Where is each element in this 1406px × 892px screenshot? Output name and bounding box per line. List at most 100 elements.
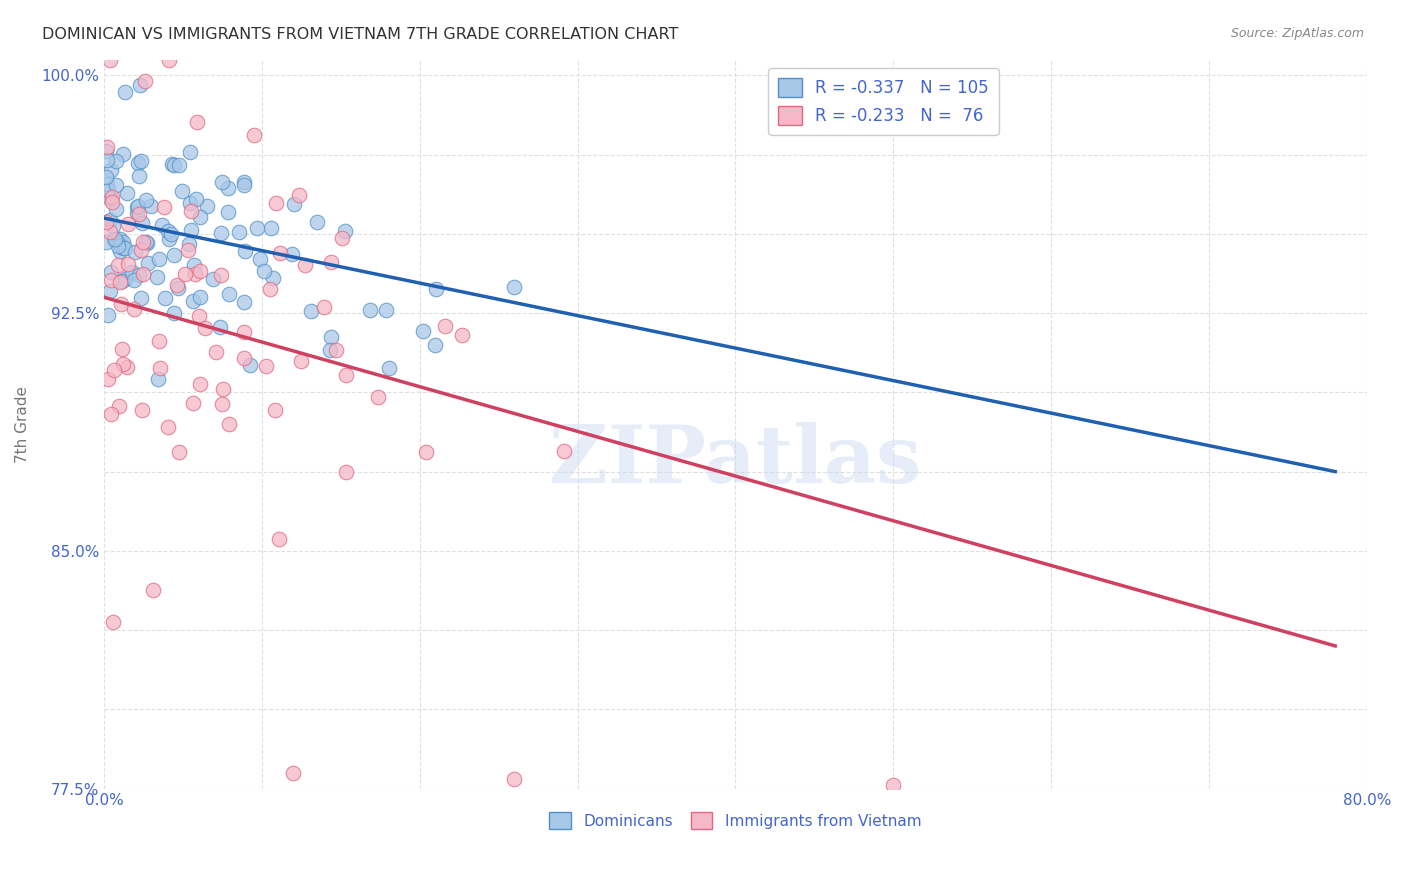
Point: [176, 244, 198, 258]
Point: [186, 115, 208, 129]
Point: [269, 245, 291, 260]
Point: [157, 53, 180, 67]
Point: [121, 265, 143, 279]
Point: [882, 778, 904, 792]
Point: [233, 244, 256, 259]
Point: [108, 232, 131, 246]
Point: [166, 278, 188, 293]
Point: [290, 354, 312, 368]
Point: [96, 140, 118, 154]
Point: [249, 252, 271, 266]
Legend: Dominicans, Immigrants from Vietnam: Dominicans, Immigrants from Vietnam: [543, 805, 928, 836]
Point: [209, 226, 232, 240]
Point: [174, 267, 197, 281]
Point: [98, 191, 121, 205]
Point: [125, 200, 148, 214]
Point: [105, 178, 128, 193]
Point: [321, 329, 343, 343]
Point: [163, 306, 186, 320]
Point: [188, 210, 211, 224]
Point: [96, 153, 118, 167]
Point: [104, 232, 127, 246]
Point: [254, 359, 277, 373]
Point: [112, 357, 135, 371]
Point: [131, 403, 153, 417]
Point: [103, 362, 125, 376]
Point: [299, 303, 322, 318]
Point: [434, 319, 457, 334]
Point: [177, 237, 200, 252]
Point: [202, 272, 225, 286]
Point: [160, 227, 183, 241]
Point: [330, 231, 353, 245]
Point: [96, 170, 118, 185]
Point: [335, 368, 357, 382]
Point: [167, 158, 190, 172]
Point: [163, 248, 186, 262]
Point: [98, 213, 121, 227]
Point: [378, 361, 401, 376]
Point: [146, 270, 169, 285]
Point: [127, 199, 149, 213]
Point: [186, 192, 208, 206]
Point: [253, 264, 276, 278]
Point: [117, 359, 139, 374]
Point: [104, 154, 127, 169]
Point: [335, 465, 357, 479]
Point: [233, 351, 256, 365]
Text: ZIPatlas: ZIPatlas: [550, 422, 921, 500]
Point: [246, 221, 269, 235]
Point: [188, 377, 211, 392]
Point: [211, 397, 233, 411]
Point: [108, 400, 131, 414]
Point: [181, 395, 204, 409]
Point: [114, 272, 136, 286]
Point: [128, 207, 150, 221]
Point: [135, 235, 157, 249]
Point: [187, 309, 209, 323]
Point: [263, 402, 285, 417]
Point: [129, 243, 152, 257]
Point: [283, 197, 305, 211]
Point: [128, 78, 150, 93]
Point: [450, 328, 472, 343]
Point: [217, 180, 239, 194]
Point: [294, 258, 316, 272]
Point: [259, 282, 281, 296]
Point: [503, 280, 526, 294]
Point: [103, 615, 125, 629]
Point: [181, 294, 204, 309]
Point: [107, 258, 129, 272]
Point: [243, 128, 266, 142]
Point: [114, 86, 136, 100]
Point: [503, 772, 526, 786]
Point: [128, 169, 150, 183]
Point: [97, 183, 120, 197]
Point: [228, 225, 250, 239]
Point: [138, 256, 160, 270]
Point: [167, 445, 190, 459]
Point: [335, 224, 357, 238]
Point: [188, 263, 211, 277]
Point: [94, 235, 117, 249]
Point: [167, 281, 190, 295]
Point: [101, 219, 124, 233]
Point: [100, 162, 122, 177]
Point: [232, 178, 254, 193]
Point: [108, 244, 131, 258]
Point: [425, 282, 447, 296]
Point: [156, 420, 179, 434]
Point: [97, 372, 120, 386]
Point: [103, 233, 125, 247]
Point: [325, 343, 347, 358]
Point: [148, 334, 170, 348]
Point: [149, 360, 172, 375]
Point: [112, 146, 135, 161]
Point: [94, 144, 117, 158]
Point: [209, 268, 232, 283]
Point: [553, 444, 575, 458]
Point: [153, 291, 176, 305]
Point: [162, 158, 184, 172]
Point: [212, 383, 235, 397]
Point: [211, 175, 233, 189]
